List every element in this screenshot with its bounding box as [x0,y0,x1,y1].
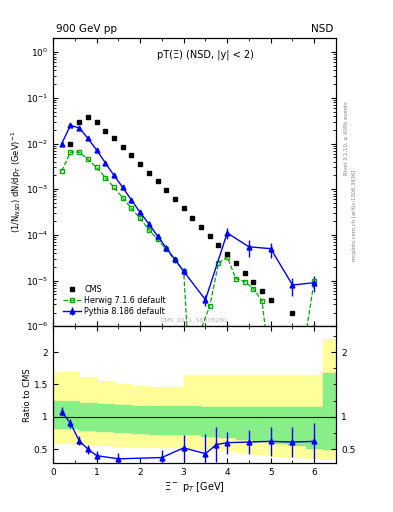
CMS [147,169,151,176]
CMS [77,119,81,125]
CMS [129,152,134,158]
CMS [103,127,108,134]
Text: 900 GeV pp: 900 GeV pp [56,24,117,34]
CMS [164,187,169,194]
CMS [208,233,212,239]
CMS [155,178,160,184]
Y-axis label: Ratio to CMS: Ratio to CMS [24,368,33,421]
CMS [86,114,90,120]
CMS [233,260,238,266]
CMS [260,288,264,294]
Text: Rivet 3.1.10, ≥ 400k events: Rivet 3.1.10, ≥ 400k events [344,101,349,175]
CMS [312,325,317,331]
CMS [94,119,99,125]
CMS [216,242,221,248]
CMS [199,224,204,230]
CMS [173,196,177,202]
Legend: CMS, Herwig 7.1.6 default, Pythia 8.186 default: CMS, Herwig 7.1.6 default, Pythia 8.186 … [62,283,167,317]
Text: CMS_2011_S8978280: CMS_2011_S8978280 [161,318,228,324]
CMS [190,215,195,221]
CMS [138,161,143,167]
Y-axis label: (1/N$_{NSD}$) dN/dp$_T$ (GeV)$^{-1}$: (1/N$_{NSD}$) dN/dp$_T$ (GeV)$^{-1}$ [10,131,24,233]
CMS [181,205,186,211]
CMS [120,144,125,150]
Text: NSD: NSD [311,24,333,34]
CMS [268,297,273,303]
CMS [242,269,247,275]
Line: CMS: CMS [68,115,317,331]
CMS [225,251,230,257]
Text: mcplots.cern.ch [arXiv:1306.3436]: mcplots.cern.ch [arXiv:1306.3436] [352,169,357,261]
CMS [68,140,73,146]
CMS [290,309,295,315]
Text: pT(Ξ) (NSD, |y| < 2): pT(Ξ) (NSD, |y| < 2) [158,50,254,60]
X-axis label: Ξ$^-$ p$_T$ [GeV]: Ξ$^-$ p$_T$ [GeV] [164,480,225,494]
CMS [251,279,256,285]
CMS [112,135,116,141]
